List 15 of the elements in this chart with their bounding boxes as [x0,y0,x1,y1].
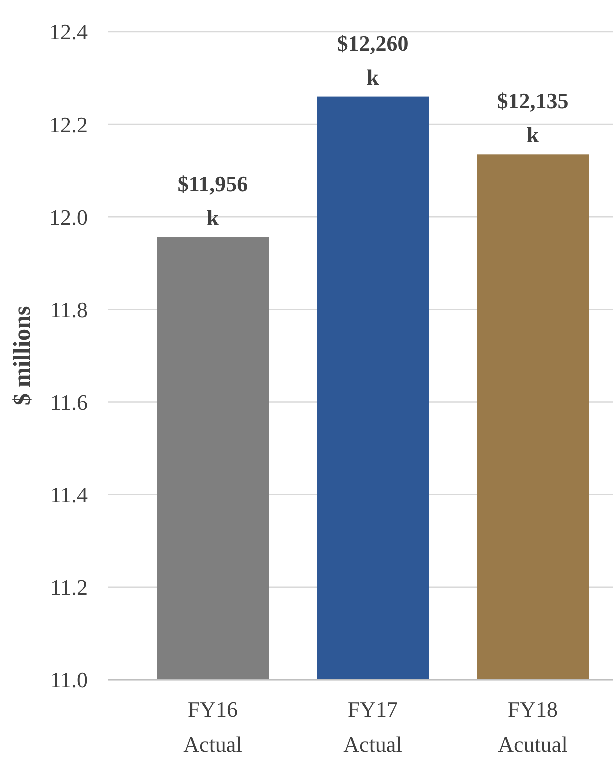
y-tick-label: 11.2 [50,575,88,600]
y-axis-title: $ millions [10,306,36,406]
y-tick-label: 12.2 [50,112,88,138]
y-tick-label: 11.6 [50,390,88,415]
data-label: $11,956 k [178,172,248,231]
x-tick-label: FY16 Actual [184,697,242,757]
y-tick-label: 11.4 [50,482,88,508]
x-tick-label: FY17 Actual [344,697,402,757]
y-tick-label: 11.0 [50,668,88,693]
data-label: $12,135 k [497,88,569,148]
data-label: $12,260 k [337,30,409,90]
x-tick-label: FY18 Acutual [498,697,568,757]
y-tick-label: 11.8 [50,297,88,322]
y-tick-label: 12.0 [50,204,88,230]
y-tick-label: 12.4 [50,20,88,45]
